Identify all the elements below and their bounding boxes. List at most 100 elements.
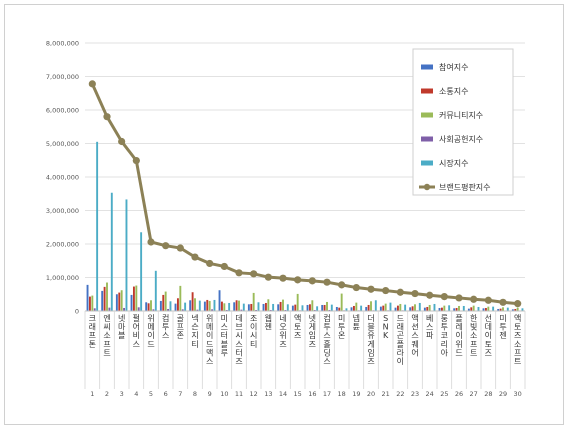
bar-5-1	[96, 141, 99, 311]
line-point-23	[411, 289, 419, 298]
bar-2-9	[206, 299, 209, 311]
bar-3-15	[296, 293, 299, 311]
bar-5-22	[404, 304, 407, 311]
rank-label: 9	[208, 390, 212, 398]
line-point-28	[484, 296, 492, 304]
legend-swatch	[421, 136, 433, 142]
rank-label: 4	[134, 390, 138, 398]
bar-1-21	[379, 306, 382, 311]
line-point-18	[338, 281, 346, 289]
bar-5-24	[433, 303, 436, 311]
bar-4-4	[137, 307, 140, 311]
rank-label: 16	[308, 390, 316, 398]
bar-1-7	[174, 303, 177, 311]
rank-label: 19	[352, 390, 360, 398]
bar-2-18	[338, 307, 341, 311]
rank-label: 10	[220, 390, 228, 398]
line-point-5	[147, 238, 155, 246]
bar-3-27	[472, 305, 475, 311]
bar-5-13	[272, 303, 275, 311]
legend-swatch	[421, 112, 433, 118]
bar-2-19	[352, 305, 355, 311]
line-point-26	[455, 294, 463, 302]
rank-label: 26	[455, 390, 463, 398]
bar-1-2	[101, 290, 104, 311]
bar-2-11	[235, 300, 238, 311]
bar-5-19	[360, 305, 363, 311]
bar-2-7	[176, 298, 179, 311]
bar-3-29	[502, 307, 504, 311]
bar-2-13	[264, 302, 267, 311]
bar-5-18	[345, 308, 348, 311]
bar-5-4	[140, 232, 143, 311]
rank-label: 29	[499, 390, 507, 398]
bar-1-30	[511, 309, 514, 311]
bar-1-26	[453, 308, 456, 311]
rank-label: 27	[470, 390, 478, 398]
chart-svg: 0 1,000,000 2,000,000 3,000,000 4,000,000 5,0…	[46, 40, 526, 398]
bar-2-8	[191, 292, 194, 311]
y-tick-label: 7,000,000	[46, 73, 79, 81]
line-point-20	[367, 285, 375, 293]
line-point-27	[470, 295, 478, 303]
bar-1-8	[189, 300, 192, 311]
bar-2-1	[88, 296, 91, 311]
bar-3-26	[458, 305, 460, 311]
bar-3-25	[443, 305, 446, 311]
legend-label: 사회공헌지수	[439, 135, 483, 144]
bar-2-4	[132, 286, 135, 311]
bar-5-10	[228, 302, 231, 311]
bar-2-30	[514, 308, 517, 311]
bar-5-27	[477, 306, 480, 311]
legend-label: 소통지수	[439, 87, 468, 96]
bar-2-26	[455, 307, 458, 311]
line-point-11	[235, 269, 243, 277]
bar-5-17	[330, 304, 333, 311]
line-point-25	[440, 292, 448, 301]
line-point-3	[118, 137, 126, 146]
bar-3-8	[194, 298, 196, 311]
bar-2-28	[484, 307, 487, 311]
bar-3-11	[238, 300, 240, 311]
rank-label: 30	[514, 390, 522, 398]
bar-5-5	[154, 270, 157, 311]
legend-label: 참여지수	[439, 62, 468, 72]
bar-3-5	[150, 300, 152, 311]
bar-2-3	[118, 292, 121, 311]
bar-1-1	[86, 284, 89, 311]
bar-1-20	[365, 306, 368, 311]
line-point-22	[396, 288, 404, 296]
bar-4-14	[284, 309, 287, 311]
bar-1-9	[203, 301, 206, 311]
bar-3-10	[223, 303, 226, 311]
x-axis: 크 래 프 톤 1 엔 씨 소 프 트 2 넷 마 블 3 펄 어 비 스 4 위 메 이 드 5 컴 투 스 6 골 프 존 7 넥 슨 지 티 8 위 메…	[84, 310, 526, 398]
bar-1-19	[350, 307, 353, 311]
bar-3-4	[135, 285, 138, 311]
legend-label: 브랜드평판지수	[439, 182, 491, 192]
bar-4-3	[123, 307, 126, 311]
bar-1-11	[233, 302, 236, 311]
y-tick-label: 6,000,000	[46, 107, 79, 115]
bar-4-12	[255, 309, 258, 311]
line-point-14	[279, 274, 287, 282]
bar-2-10	[220, 301, 223, 311]
rank-label: 7	[178, 390, 182, 398]
bar-4-6	[167, 308, 170, 311]
bar-3-22	[399, 303, 402, 311]
bar-3-19	[355, 302, 358, 311]
reputation-line	[88, 80, 522, 308]
rank-label: 21	[382, 390, 390, 398]
